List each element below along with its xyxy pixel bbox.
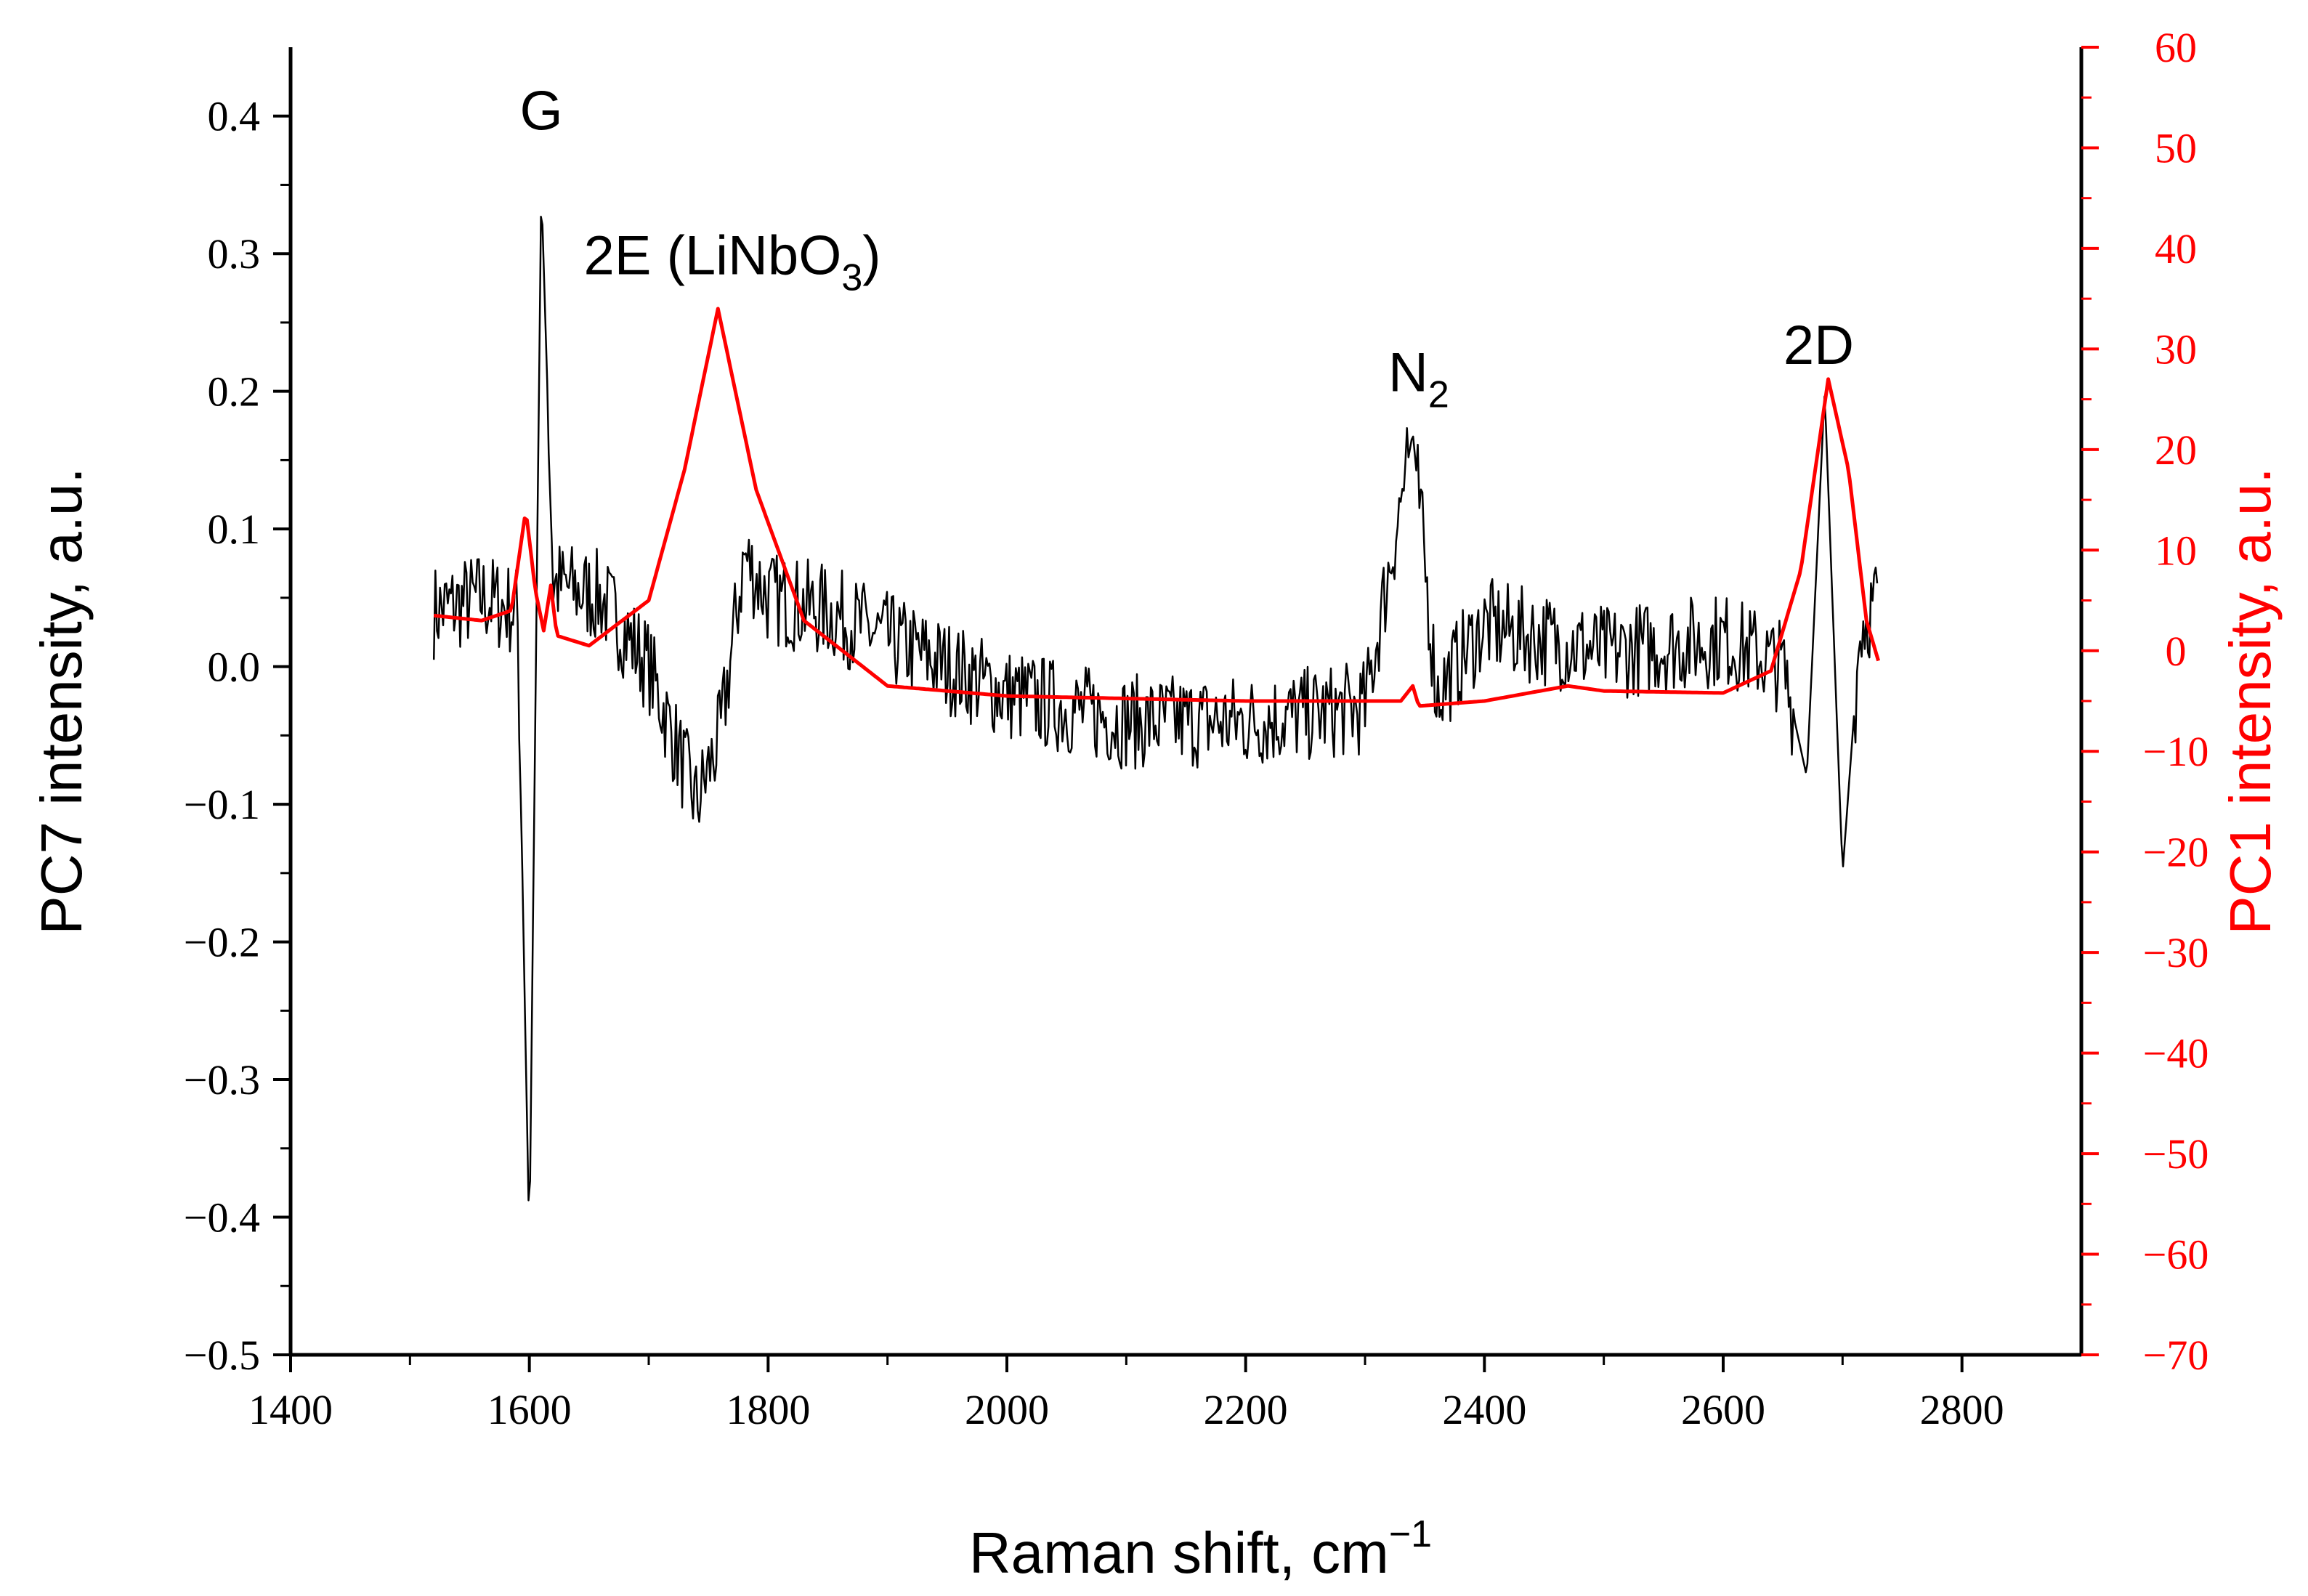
x-axis-title: Raman shift, cm−1: [969, 1513, 1432, 1585]
y-right-tick-label: −70: [2143, 1332, 2209, 1379]
series-pc7: [432, 215, 1879, 1202]
y-left-tick-label: 0.4: [208, 93, 261, 140]
x-axis-title-text: Raman shift, cm: [969, 1520, 1389, 1585]
peak-label-text: G: [520, 81, 563, 142]
y-left-tick-label: −0.4: [184, 1194, 260, 1241]
peak-label-text: 2D: [1783, 315, 1854, 376]
y-right-tick-label: 50: [2155, 124, 2197, 171]
y-right-tick-label: −60: [2143, 1231, 2209, 1279]
y-right-tick-label: −20: [2143, 829, 2209, 876]
x-tick-label: 1600: [487, 1386, 572, 1433]
y-right-tick-label: −40: [2143, 1030, 2209, 1077]
label-layer: 1400 1600 1800 2000 2200 2400 2600 2800−0.5−0.4…: [29, 24, 2283, 1585]
series-layer: [432, 215, 1880, 1202]
x-tick-label: 1400: [248, 1386, 333, 1433]
x-tick-label: 2000: [965, 1386, 1049, 1433]
x-axis-title-sup: −1: [1389, 1513, 1432, 1555]
y-right-tick-label: −30: [2143, 929, 2209, 976]
pc1-line: [433, 307, 1880, 708]
pc7-line: [432, 215, 1879, 1202]
y-left-tick-label: −0.1: [184, 781, 260, 828]
y-left-tick-label: 0.1: [208, 506, 261, 553]
peak-label-text: 2E (LiNbO: [584, 225, 842, 287]
peak-label: 2E (LiNbO3): [584, 225, 881, 299]
x-tick-label: 2400: [1442, 1386, 1526, 1433]
y-right-tick-label: 20: [2155, 426, 2197, 474]
y-left-axis-title: PC7 intensity, a.u.: [29, 467, 94, 934]
x-tick-label: 2200: [1204, 1386, 1288, 1433]
y-right-tick-label: 0: [2166, 628, 2187, 675]
x-tick-label: 2800: [1920, 1386, 2004, 1433]
y-right-tick-label: −10: [2143, 728, 2209, 775]
peak-label: 2D: [1783, 315, 1854, 376]
peak-label-text: N: [1388, 342, 1428, 404]
y-left-tick-label: −0.3: [184, 1056, 260, 1103]
x-tick-label: 2600: [1681, 1386, 1765, 1433]
peak-label: N2: [1388, 342, 1449, 416]
y-right-tick-label: 40: [2155, 225, 2197, 272]
y-right-tick-label: 10: [2155, 527, 2197, 574]
axes-layer: [273, 46, 2099, 1372]
y-right-axis-title: PC1 intensity, a.u.: [2218, 467, 2283, 934]
series-pc1: [433, 307, 1880, 708]
y-left-tick-label: 0.3: [208, 230, 261, 278]
peak-label-sub: 3: [841, 257, 862, 299]
peak-label-tail: ): [862, 225, 880, 287]
y-left-tick-label: 0.0: [208, 644, 261, 691]
peak-label-sub: 2: [1428, 374, 1449, 416]
x-tick-label: 1800: [726, 1386, 810, 1433]
y-left-tick-label: 0.2: [208, 368, 261, 416]
y-right-tick-label: −50: [2143, 1130, 2209, 1178]
y-right-tick-label: 30: [2155, 325, 2197, 373]
peak-label: G: [520, 81, 563, 142]
y-left-tick-label: −0.2: [184, 919, 260, 966]
y-right-tick-label: 60: [2155, 24, 2197, 71]
y-left-tick-label: −0.5: [184, 1332, 260, 1379]
